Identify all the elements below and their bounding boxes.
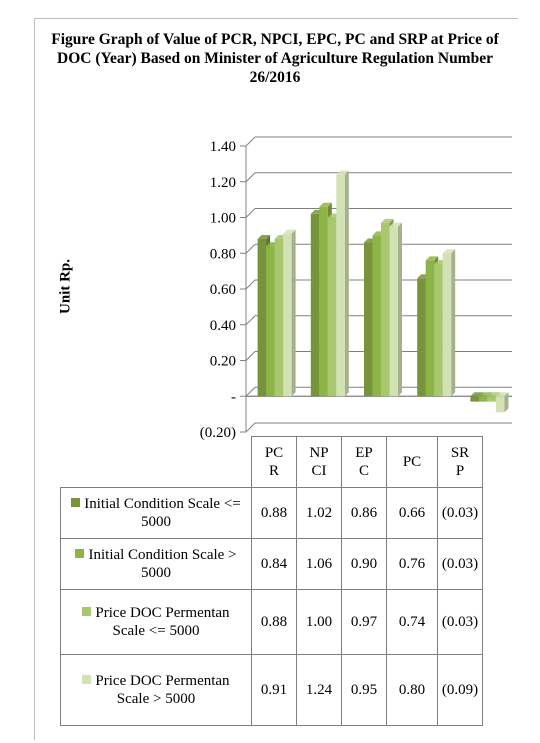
data-label: 0.80 xyxy=(386,654,438,726)
data-label: 0.84 xyxy=(251,538,297,590)
bar-top xyxy=(470,392,483,397)
data-label: 1.06 xyxy=(296,538,342,590)
legend-entry: Initial Condition Scale <= 5000 xyxy=(60,487,252,539)
data-label: (0.03) xyxy=(437,487,483,539)
data-label: 0.91 xyxy=(251,654,297,726)
legend-swatch xyxy=(75,549,85,558)
legend-swatch xyxy=(82,607,92,616)
bar-top xyxy=(442,249,456,254)
legend-swatch xyxy=(71,498,81,507)
bar xyxy=(425,260,435,397)
data-label: 1.24 xyxy=(296,654,342,726)
data-label: (0.09) xyxy=(437,654,483,726)
bar-top xyxy=(381,218,394,223)
y-tick-label: - xyxy=(231,389,236,405)
data-label: 0.90 xyxy=(341,538,387,590)
bar xyxy=(487,396,496,402)
bar xyxy=(470,396,479,402)
category-label: NP CI xyxy=(296,436,342,488)
data-label: 0.66 xyxy=(386,487,438,539)
bar xyxy=(274,238,284,397)
bar xyxy=(434,263,443,397)
data-label: (0.03) xyxy=(437,589,483,655)
bar xyxy=(319,206,328,397)
bar-top xyxy=(319,202,332,207)
y-tick-label: 1.20 xyxy=(210,175,236,191)
y-tick-label: 0.80 xyxy=(210,246,236,262)
data-label: 0.74 xyxy=(386,589,438,655)
y-tick-label: 0.60 xyxy=(210,282,236,298)
bar xyxy=(478,396,488,402)
category-label: EP C xyxy=(341,436,387,488)
gridline-depth xyxy=(245,279,256,290)
y-tick-label: 0.40 xyxy=(210,318,236,334)
bar-side xyxy=(398,222,402,397)
data-label: 0.95 xyxy=(341,654,387,726)
y-tick-label: 1.00 xyxy=(210,211,236,227)
bar xyxy=(389,226,398,397)
y-tick-label: (0.20) xyxy=(200,425,236,441)
legend-entry: Price DOC Permentan Scale > 5000 xyxy=(60,654,252,726)
legend-entry: Initial Condition Scale > 5000 xyxy=(60,538,252,590)
bar-top xyxy=(283,229,296,234)
gridline-depth xyxy=(245,172,256,183)
bar-side xyxy=(344,170,349,397)
category-label: PC R xyxy=(251,436,297,488)
bar-side xyxy=(451,249,456,397)
bar-top xyxy=(336,170,349,175)
data-label: 0.76 xyxy=(386,538,438,590)
data-label: 1.02 xyxy=(296,487,342,539)
bar-top xyxy=(495,392,509,397)
bar xyxy=(266,246,275,397)
data-label: 0.88 xyxy=(251,589,297,655)
legend-entry: Price DOC Permentan Scale <= 5000 xyxy=(60,589,252,655)
bar-side xyxy=(504,392,509,413)
y-tick-label: 0.20 xyxy=(210,354,236,370)
bar xyxy=(372,235,381,397)
data-label: 0.86 xyxy=(341,487,387,539)
bar xyxy=(257,238,267,397)
series-row: Price DOC Permentan Scale <= 5000 0.88 1… xyxy=(60,589,483,655)
bar-top xyxy=(425,256,439,261)
bar xyxy=(442,253,452,397)
bar xyxy=(336,174,345,397)
series-row: Price DOC Permentan Scale > 5000 0.91 1.… xyxy=(60,654,483,726)
bar xyxy=(417,278,426,397)
data-label: 1.00 xyxy=(296,589,342,655)
bar-top xyxy=(487,392,500,397)
bar-top xyxy=(389,222,402,227)
series-row: Initial Condition Scale > 5000 0.84 1.06… xyxy=(60,538,483,590)
data-label: (0.03) xyxy=(437,538,483,590)
category-label: SR P xyxy=(437,436,483,488)
data-label: 0.88 xyxy=(251,487,297,539)
bar xyxy=(495,396,505,413)
bar-top xyxy=(478,392,492,397)
bar xyxy=(327,217,337,397)
gridline-depth xyxy=(245,136,256,147)
y-tick-labels: 1.40 1.20 1.00 0.80 0.60 0.40 0.20 - (0.20) xyxy=(200,139,236,441)
category-label: PC xyxy=(386,436,438,488)
bar-top xyxy=(257,234,271,239)
gridline-depth xyxy=(245,208,256,218)
gridline-depth xyxy=(245,315,256,326)
series-row: Initial Condition Scale <= 5000 0.88 1.0… xyxy=(60,487,483,539)
chart-title: Figure Graph of Value of PCR, NPCI, EPC,… xyxy=(51,31,499,86)
gridline-depth xyxy=(245,422,256,433)
legend-swatch xyxy=(82,675,92,684)
y-tick-label: 1.40 xyxy=(210,139,236,155)
gridline-depth xyxy=(245,351,256,361)
chart-frame xyxy=(34,18,518,740)
bar xyxy=(283,233,292,397)
data-table: PC R NP CI EP C PC SR P Initial Condition Sc… xyxy=(60,436,483,726)
gridline-depth xyxy=(245,386,256,397)
bar-marks xyxy=(257,170,509,413)
data-label: 0.97 xyxy=(341,589,387,655)
bar xyxy=(310,213,320,397)
gridline-depth xyxy=(245,243,256,254)
bar-side xyxy=(291,229,296,397)
bar xyxy=(364,242,373,397)
category-header-row: PC R NP CI EP C PC SR P xyxy=(61,436,483,488)
bar xyxy=(381,222,390,397)
